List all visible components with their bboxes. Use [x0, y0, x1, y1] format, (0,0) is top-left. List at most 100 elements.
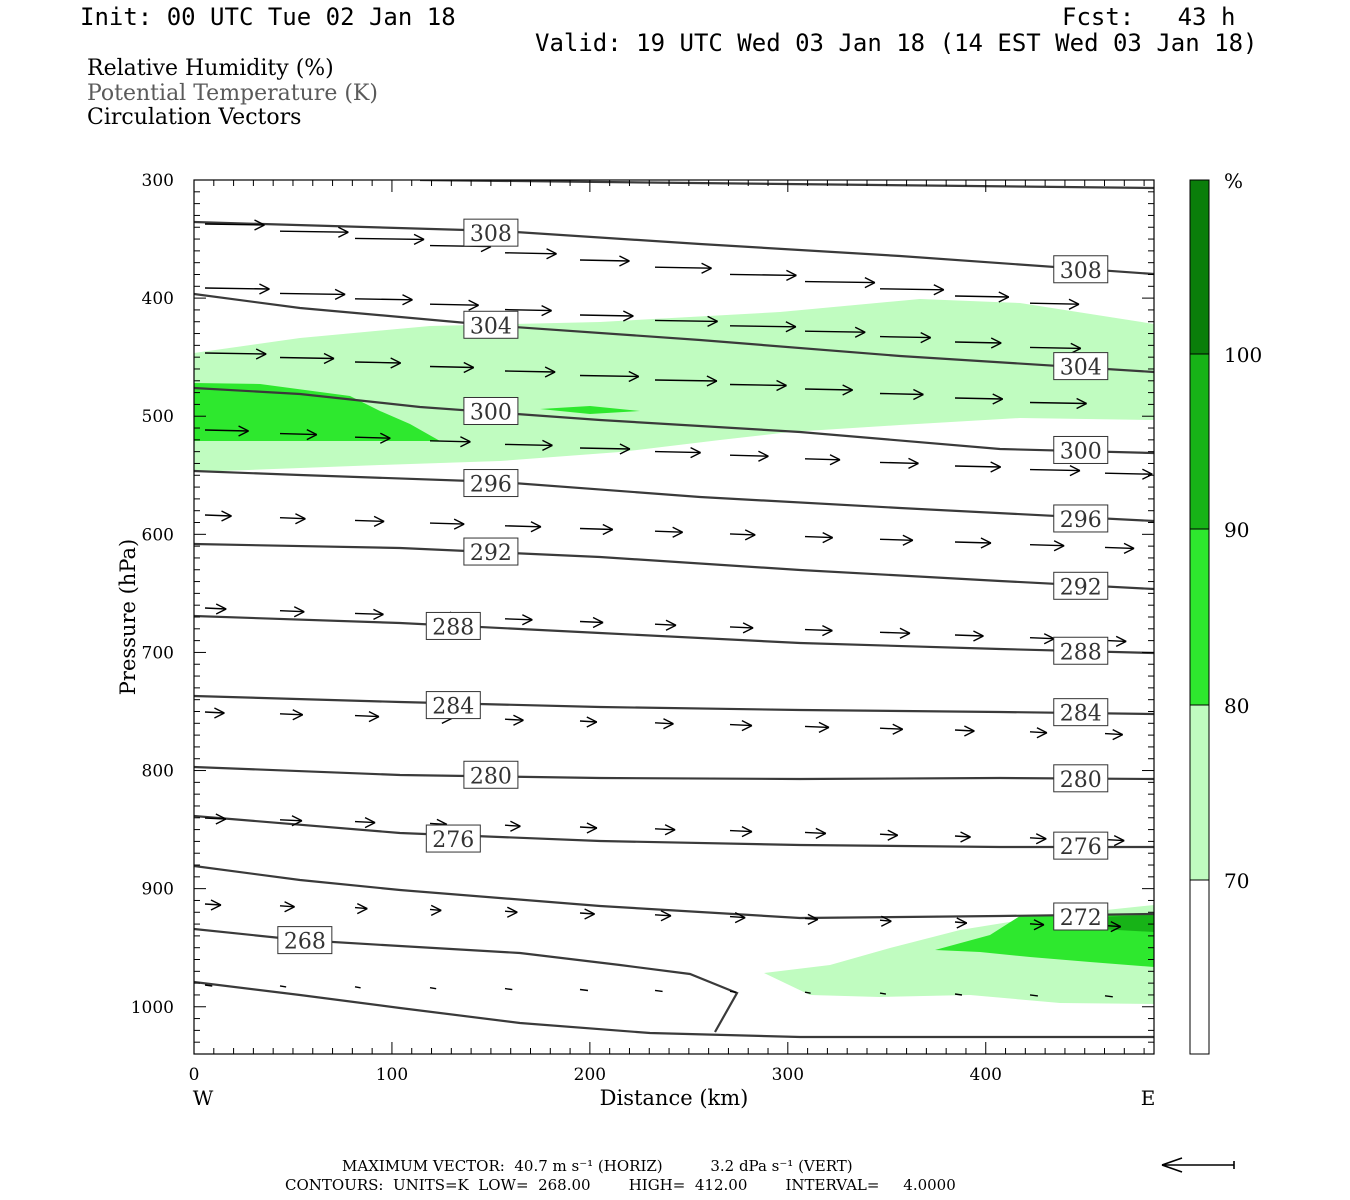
circulation-vector	[654, 914, 672, 917]
contour-label-box	[463, 310, 519, 339]
contour-label-box	[1053, 698, 1109, 727]
circulation-vector-head	[854, 326, 866, 338]
circulation-vector	[579, 314, 634, 317]
contour-label: 276	[432, 828, 474, 853]
circulation-vector	[429, 303, 479, 306]
circulation-vector	[954, 295, 1009, 298]
circulation-vector	[729, 533, 756, 536]
circulation-vector	[204, 711, 225, 714]
reference-vector-head-upper	[1161, 1157, 1183, 1166]
x-tick-label: 0	[189, 1065, 200, 1085]
circulation-vector-head	[990, 337, 1002, 349]
contour-label: 288	[1060, 640, 1102, 665]
circulation-vector	[354, 436, 391, 439]
circulation-vector	[354, 519, 385, 523]
circulation-vector	[879, 833, 898, 836]
circulation-vector	[279, 292, 346, 296]
circulation-vector	[954, 921, 967, 924]
circulation-vector-head	[214, 707, 225, 719]
circulation-vector	[879, 538, 913, 541]
circulation-vector-head	[544, 366, 556, 378]
circulation-vector-head	[306, 428, 318, 441]
circulation-vector-head	[734, 911, 746, 924]
contour-label: 280	[1060, 768, 1102, 793]
circulation-vector-head	[323, 352, 335, 365]
colorbar-level-label: 80	[1224, 694, 1249, 718]
contour-label-box	[277, 926, 333, 955]
circulation-vector-head	[506, 906, 518, 918]
circulation-vector	[504, 308, 552, 312]
circulation-vector-head	[1113, 834, 1125, 847]
circulation-vector-head	[460, 436, 471, 448]
circulation-vector	[204, 984, 213, 987]
init-time: Init: 00 UTC Tue 02 Jan 18	[80, 3, 456, 31]
circulation-vector	[279, 985, 287, 988]
circulation-vector-head	[292, 709, 304, 721]
colorbar: 70 80 90 100%	[1189, 169, 1262, 1055]
circulation-vector-head	[899, 627, 911, 639]
circulation-vector	[504, 718, 524, 721]
circulation-vector	[879, 992, 887, 995]
circulation-vector-head	[215, 603, 227, 615]
circulation-vector-head	[807, 913, 819, 926]
circulation-vector-head	[334, 288, 346, 301]
circulation-vector	[429, 522, 465, 525]
contour-label-box	[1053, 764, 1109, 793]
circulation-vector-head	[586, 822, 598, 834]
circulation-vector-head	[842, 384, 853, 396]
axis-ticks	[193, 179, 1154, 1055]
theta-contour-labels: 308 308 304 304 300 300 296 296 292 292 288 288 284 2…	[277, 218, 1109, 955]
circulation-vector	[879, 288, 944, 291]
colorbar-segment	[1189, 879, 1210, 1055]
y-tick-label: 600	[142, 525, 174, 545]
contour-label-box	[1053, 255, 1109, 284]
contour-label-box	[463, 760, 519, 789]
contour-label: 296	[1060, 508, 1102, 533]
circulation-vector-head	[542, 439, 553, 452]
circulation-vector-head	[664, 824, 676, 836]
contour-label: 288	[432, 615, 474, 640]
contour-label: 308	[470, 222, 512, 247]
circulation-vector-head	[992, 393, 1004, 405]
circulation-vector	[879, 727, 903, 730]
colorbar-level-label: 90	[1224, 518, 1249, 542]
circulation-vector	[804, 628, 833, 632]
field-potential-temperature: Potential Temperature (K)	[87, 81, 378, 106]
east-end-label: E	[1141, 1086, 1156, 1110]
circulation-vector	[429, 365, 474, 369]
circulation-vector	[804, 991, 811, 994]
circulation-vector	[279, 610, 305, 613]
circulation-vector-head	[744, 529, 756, 541]
circulation-vector-head	[522, 614, 533, 626]
circulation-vector-head	[379, 432, 391, 444]
circulation-vector-head	[259, 283, 270, 295]
circulation-vector-head	[920, 331, 932, 344]
y-tick-label: 300	[142, 171, 174, 191]
circulation-vector	[954, 465, 1001, 468]
circulation-vector	[204, 607, 227, 610]
contour-label-box	[1053, 435, 1109, 464]
colorbar-segment	[1189, 353, 1210, 530]
circulation-vector-head	[468, 299, 479, 311]
circulation-vector-head	[619, 443, 631, 455]
contour-label: 280	[470, 764, 512, 789]
circulation-vector-head	[786, 269, 797, 282]
circulation-vector-head	[822, 624, 833, 637]
circulation-vector	[579, 620, 604, 624]
circulation-vector	[1029, 637, 1055, 640]
circulation-vector	[879, 631, 910, 634]
circulation-vector	[879, 335, 931, 339]
circulation-vector	[579, 988, 589, 992]
circulation-vector	[804, 831, 826, 835]
circulation-vector	[729, 990, 737, 993]
circulation-vector-head	[892, 723, 904, 735]
circulation-vector	[729, 723, 752, 727]
circulation-vector-head	[295, 513, 306, 525]
circulation-vector	[1104, 995, 1113, 998]
circulation-vector	[504, 910, 518, 913]
circulation-vector-head	[998, 291, 1010, 303]
circulation-vector-head	[402, 294, 413, 306]
circulation-vector-head	[1123, 542, 1135, 555]
circulation-vector	[579, 527, 613, 531]
circulation-vector-head	[785, 321, 797, 333]
